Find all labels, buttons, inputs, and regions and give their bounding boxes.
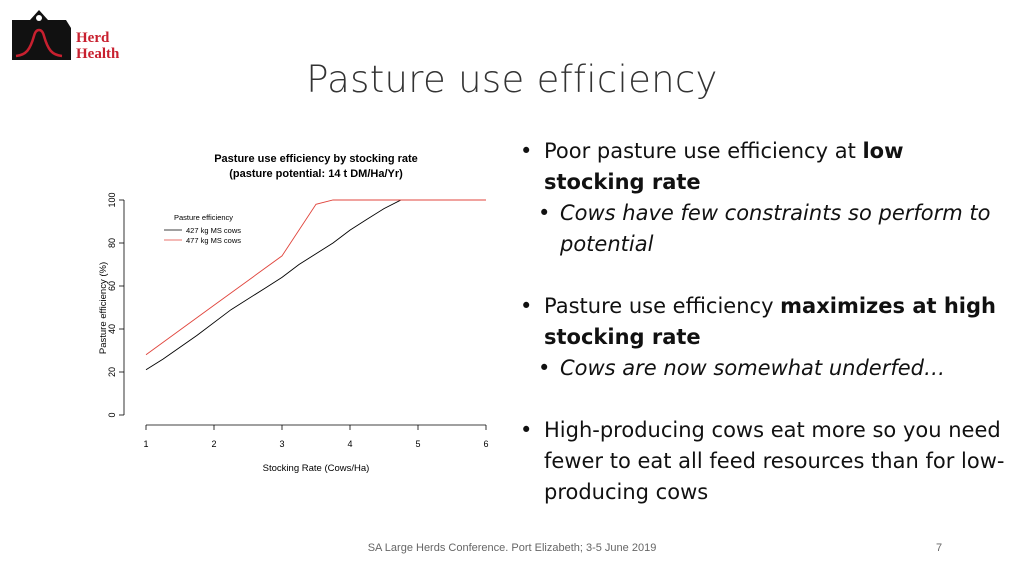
- logo-bell-curve: [15, 28, 63, 58]
- y-tick-label: 100: [107, 192, 117, 207]
- legend-entry-477: 477 kg MS cows: [186, 236, 241, 245]
- series-line-427: [145, 199, 486, 371]
- bullet-1-text: Poor pasture use efficiency at: [544, 139, 863, 163]
- x-tick-label: 2: [211, 439, 216, 449]
- chart-title: Pasture use efficiency by stocking rate: [214, 153, 418, 165]
- series-lines: [145, 199, 486, 371]
- bullet-high-stocking: Pasture use efficiency maximizes at high…: [520, 291, 1010, 353]
- bullet-2-bold: maximizes at high stocking rate: [544, 294, 996, 349]
- legend-title: Pasture efficiency: [174, 213, 233, 222]
- legend: Pasture efficiency 427 kg MS cows 477 kg…: [164, 213, 241, 245]
- bullet-2-text: Pasture use efficiency: [544, 294, 781, 318]
- legend-entry-427: 427 kg MS cows: [186, 226, 241, 235]
- y-axis: 0 20 40 60 80 100: [107, 192, 125, 418]
- page-number: 7: [936, 542, 943, 554]
- line-chart: Pasture use efficiency by stocking rate …: [98, 153, 489, 474]
- series-line-477: [145, 199, 486, 356]
- x-tick-label: 1: [143, 439, 148, 449]
- bullet-low-stocking: Poor pasture use efficiency at low stock…: [520, 136, 1010, 198]
- logo-text: Herd Health: [76, 30, 119, 62]
- x-tick-label: 6: [483, 439, 488, 449]
- y-tick-label: 40: [107, 324, 117, 334]
- x-axis-label: Stocking Rate (Cows/Ha): [263, 463, 370, 474]
- bullet-list: Poor pasture use efficiency at low stock…: [520, 136, 1010, 508]
- logo-tag-hole: [36, 15, 42, 21]
- x-tick-label: 5: [415, 439, 420, 449]
- y-tick-label: 20: [107, 367, 117, 377]
- x-tick-label: 3: [279, 439, 284, 449]
- bullet-1-bold: low stocking rate: [544, 139, 904, 194]
- x-axis: 1 2 3 4 5 6: [143, 424, 489, 449]
- herd-health-logo: [12, 10, 71, 60]
- footer-text: SA Large Herds Conference. Port Elizabet…: [367, 542, 657, 554]
- y-tick-label: 0: [107, 412, 117, 417]
- chart-subtitle: (pasture potential: 14 t DM/Ha/Yr): [229, 168, 403, 180]
- y-tick-label: 80: [107, 238, 117, 248]
- x-tick-label: 4: [347, 439, 352, 449]
- y-axis-label: Pasture efficiency (%): [98, 262, 109, 354]
- bullet-high-producing: High-producing cows eat more so you need…: [520, 415, 1010, 508]
- y-tick-label: 60: [107, 281, 117, 291]
- logo-tag-shape: [12, 10, 71, 60]
- sub-bullet-underfed: Cows are now somewhat underfed…: [520, 353, 1010, 384]
- sub-bullet-few-constraints: Cows have few constraints so perform to …: [520, 198, 1010, 260]
- page-title: Pasture use efficiency: [306, 58, 718, 101]
- logo-line-2: Health: [76, 46, 120, 62]
- logo-line-1: Herd: [76, 30, 110, 46]
